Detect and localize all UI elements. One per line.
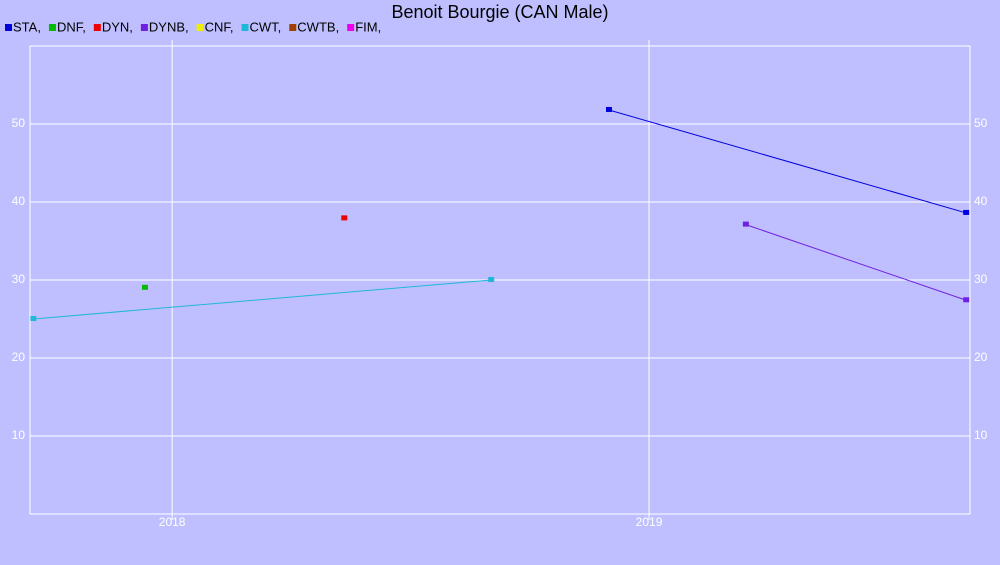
legend-label: FIM, bbox=[355, 19, 381, 34]
y-tick-label: 20 bbox=[12, 350, 26, 364]
legend-label: DYNB, bbox=[149, 19, 189, 34]
data-point bbox=[141, 284, 148, 290]
series-line bbox=[745, 224, 967, 301]
data-point bbox=[742, 221, 749, 227]
data-point bbox=[30, 316, 37, 321]
data-point bbox=[963, 209, 970, 215]
y-tick-label: 50 bbox=[12, 116, 26, 130]
legend-label: DYN, bbox=[102, 19, 133, 34]
data-point bbox=[488, 277, 495, 282]
legend-swatch bbox=[5, 24, 12, 31]
legend-label: CWTB, bbox=[297, 19, 339, 34]
legend-swatch bbox=[140, 24, 148, 31]
legend-swatch bbox=[196, 24, 204, 31]
series-line bbox=[33, 279, 492, 320]
series-line bbox=[608, 109, 967, 214]
legend-swatch bbox=[347, 24, 355, 31]
y-tick-label-right: 30 bbox=[974, 272, 988, 286]
data-point bbox=[605, 106, 612, 112]
y-tick-label-right: 50 bbox=[974, 116, 988, 130]
x-tick-label: 2019 bbox=[636, 515, 663, 529]
legend-label: CNF, bbox=[205, 19, 234, 34]
y-tick-label: 10 bbox=[12, 428, 26, 442]
chart-title: Benoit Bourgie (CAN Male) bbox=[391, 2, 608, 22]
legend-label: STA, bbox=[13, 19, 41, 34]
y-tick-label: 40 bbox=[12, 194, 26, 208]
y-tick-label-right: 20 bbox=[974, 350, 988, 364]
y-tick-label-right: 40 bbox=[974, 194, 988, 208]
legend-swatch bbox=[289, 24, 297, 31]
legend-label: CWT, bbox=[250, 19, 282, 34]
data-point bbox=[341, 215, 348, 221]
legend-swatch bbox=[93, 24, 101, 31]
data-point bbox=[963, 297, 970, 303]
legend-swatch bbox=[241, 24, 249, 31]
y-tick-label-right: 10 bbox=[974, 428, 988, 442]
legend-label: DNF, bbox=[57, 19, 86, 34]
x-tick-label: 2018 bbox=[159, 515, 186, 529]
y-tick-label: 30 bbox=[12, 272, 26, 286]
legend-swatch bbox=[48, 24, 56, 31]
